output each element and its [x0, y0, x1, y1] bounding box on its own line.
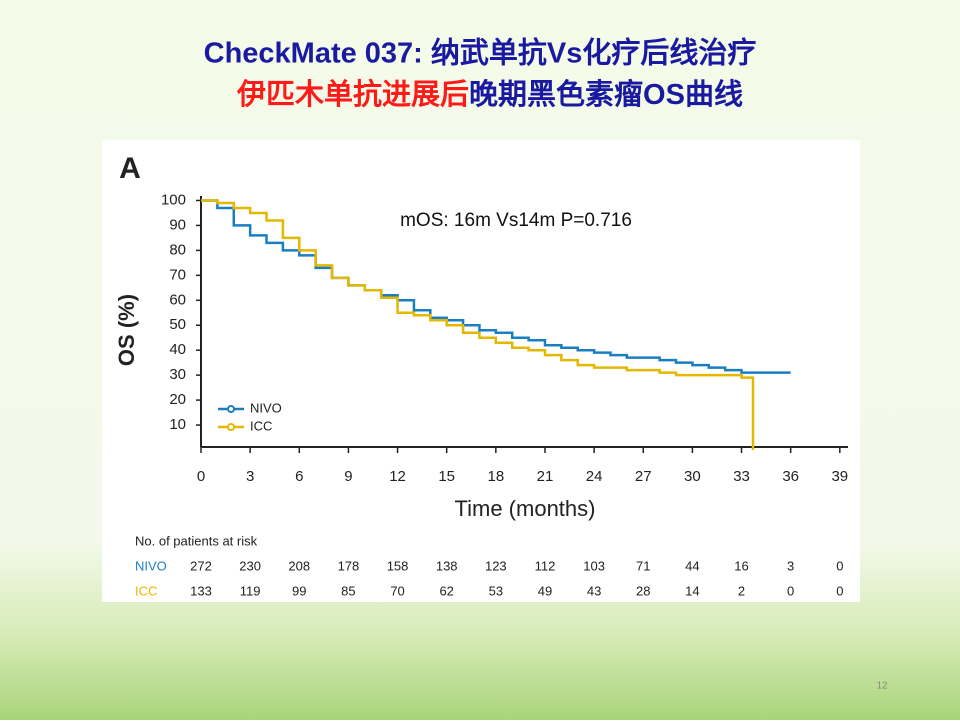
- y-axis-label: OS (%): [114, 294, 139, 366]
- risk-count: 62: [439, 583, 453, 598]
- y-tick-label: 20: [169, 391, 186, 408]
- page-number: 12: [876, 681, 888, 692]
- risk-count: 112: [535, 558, 556, 573]
- x-tick-label: 36: [782, 468, 799, 485]
- x-tick-label: 0: [197, 468, 205, 485]
- risk-count: 70: [390, 583, 404, 598]
- y-tick-label: 70: [169, 266, 186, 283]
- subtitle-blue: 晚期黑色素瘤OS曲线: [469, 77, 743, 111]
- y-tick-label: 80: [169, 241, 186, 258]
- x-tick-label: 18: [487, 468, 504, 485]
- risk-count: 49: [538, 583, 552, 598]
- risk-count: 0: [836, 558, 843, 573]
- risk-count: 71: [636, 558, 650, 573]
- risk-count: 44: [685, 558, 699, 573]
- y-tick-label: 100: [161, 191, 186, 208]
- risk-count: 3: [787, 558, 794, 573]
- x-tick-label: 6: [295, 468, 303, 485]
- x-tick-label: 12: [389, 468, 406, 485]
- x-tick-label: 30: [684, 468, 701, 485]
- x-tick-label: 24: [586, 468, 603, 485]
- risk-count: 14: [685, 583, 699, 598]
- risk-count: 99: [292, 583, 306, 598]
- risk-count: 208: [288, 558, 310, 573]
- risk-count: 2: [738, 583, 745, 598]
- risk-count: 123: [485, 558, 507, 573]
- x-tick-label: 39: [831, 468, 848, 485]
- slide-title: CheckMate 037: 纳武单抗Vs化疗后线治疗: [204, 36, 757, 70]
- annotation: mOS: 16m Vs14m P=0.716: [400, 210, 632, 231]
- km-curve: [201, 199, 791, 374]
- risk-count: 0: [787, 583, 794, 598]
- panel-label: A: [119, 152, 141, 185]
- y-tick-label: 30: [169, 366, 186, 383]
- risk-count: 43: [587, 583, 601, 598]
- y-tick-label: 10: [169, 416, 186, 433]
- km-curve: [201, 199, 755, 450]
- risk-count: 178: [338, 558, 360, 573]
- y-tick-label: 90: [169, 216, 186, 233]
- legend-label: NIVO: [250, 400, 282, 415]
- risk-count: 133: [190, 583, 212, 598]
- y-tick-label: 40: [169, 341, 186, 358]
- risk-row-name: ICC: [135, 583, 157, 598]
- legend-label: ICC: [250, 418, 272, 433]
- risk-count: 119: [240, 583, 261, 598]
- x-tick-label: 15: [438, 468, 455, 485]
- risk-count: 28: [636, 583, 650, 598]
- risk-count: 85: [341, 583, 355, 598]
- x-tick-label: 3: [246, 468, 254, 485]
- risk-count: 138: [436, 558, 458, 573]
- x-tick-label: 33: [733, 468, 750, 485]
- risk-count: 103: [583, 558, 605, 573]
- subtitle-red: 伊匹木单抗进展后: [236, 77, 469, 111]
- x-axis-label: Time (months): [455, 496, 596, 521]
- risk-table-title: No. of patients at risk: [135, 533, 258, 548]
- risk-row-name: NIVO: [135, 558, 167, 573]
- risk-count: 272: [190, 558, 212, 573]
- x-tick-label: 21: [537, 468, 554, 485]
- x-tick-label: 27: [635, 468, 652, 485]
- y-tick-label: 60: [169, 291, 186, 308]
- slide-subtitle: 伊匹木单抗进展后晚期黑色素瘤OS曲线: [236, 77, 743, 111]
- y-tick-label: 50: [169, 316, 186, 333]
- risk-count: 230: [239, 558, 261, 573]
- risk-count: 158: [387, 558, 409, 573]
- risk-count: 16: [734, 558, 748, 573]
- legend-marker: [227, 405, 235, 413]
- risk-count: 53: [489, 583, 503, 598]
- legend-marker: [227, 423, 235, 431]
- x-tick-label: 9: [344, 468, 352, 485]
- risk-count: 0: [836, 583, 843, 598]
